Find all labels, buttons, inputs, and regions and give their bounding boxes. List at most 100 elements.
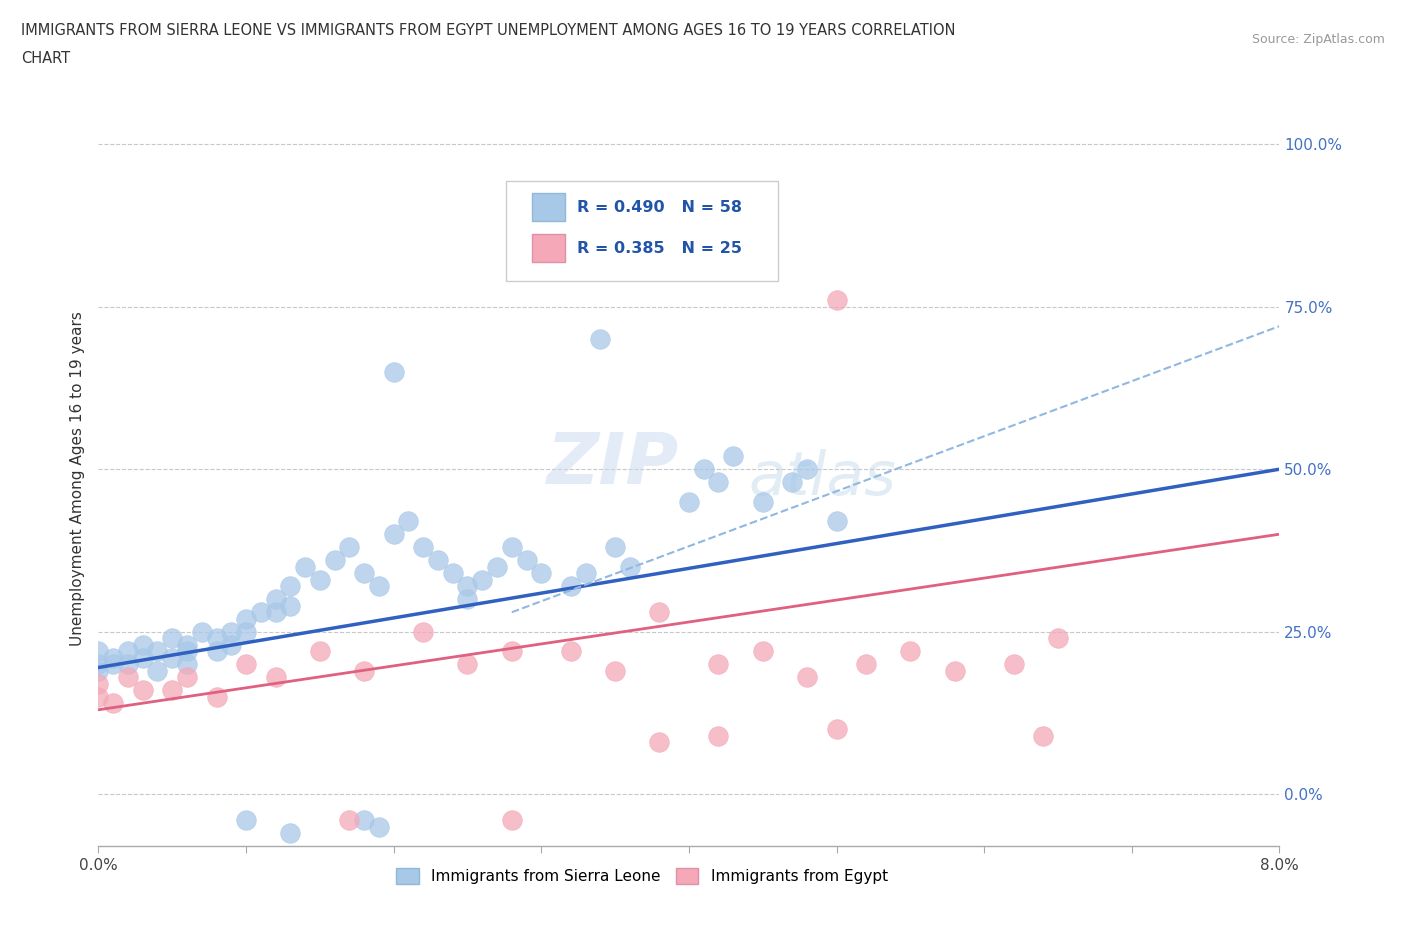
Point [501,539,523,554]
Point [264,670,287,684]
Point [221,624,243,639]
Point [162,683,183,698]
Point [146,663,169,678]
Point [427,552,450,567]
Point [87,676,110,691]
Point [501,813,523,828]
Point [117,644,139,658]
Point [235,657,257,671]
Point [176,670,198,684]
Point [382,526,405,541]
Point [825,293,848,308]
Point [205,631,228,645]
Point [309,572,332,587]
Point [412,539,434,554]
Point [575,565,598,580]
Point [530,565,553,580]
Point [501,644,523,658]
Point [146,644,169,658]
Point [205,644,228,658]
Point [250,604,273,619]
Point [176,637,198,652]
Point [132,683,155,698]
Point [235,611,257,626]
Point [309,644,332,658]
Point [900,644,922,658]
Point [382,365,405,379]
Point [825,513,848,528]
Point [323,552,346,567]
Y-axis label: Unemployment Among Ages 16 to 19 years: Unemployment Among Ages 16 to 19 years [69,312,84,646]
Point [235,624,257,639]
Point [457,591,479,606]
Point [103,696,125,711]
Point [457,657,479,671]
Legend: Immigrants from Sierra Leone, Immigrants from Egypt: Immigrants from Sierra Leone, Immigrants… [389,862,894,890]
Point [264,604,287,619]
Point [1032,728,1054,743]
Point [132,637,155,652]
Point [368,578,391,593]
Point [648,604,671,619]
Point [560,644,582,658]
Point [368,819,391,834]
Point [264,591,287,606]
Point [707,657,730,671]
Point [752,494,775,509]
Point [619,559,641,574]
Point [235,813,257,828]
Point [353,813,375,828]
Point [339,539,361,554]
Point [648,735,671,750]
Point [560,578,582,593]
Point [280,598,302,613]
Point [117,657,139,671]
Point [782,474,804,489]
FancyBboxPatch shape [531,193,565,221]
Point [280,578,302,593]
Text: R = 0.490   N = 58: R = 0.490 N = 58 [576,200,742,215]
Point [353,663,375,678]
Point [87,644,110,658]
Text: Source: ZipAtlas.com: Source: ZipAtlas.com [1251,33,1385,46]
Point [87,689,110,704]
Point [221,637,243,652]
Point [605,663,627,678]
Point [516,552,538,567]
Point [162,650,183,665]
Point [205,689,228,704]
Point [441,565,464,580]
Point [103,657,125,671]
Text: IMMIGRANTS FROM SIERRA LEONE VS IMMIGRANTS FROM EGYPT UNEMPLOYMENT AMONG AGES 16: IMMIGRANTS FROM SIERRA LEONE VS IMMIGRAN… [21,23,956,38]
Point [707,474,730,489]
Point [280,826,302,841]
Point [605,539,627,554]
Point [117,670,139,684]
Point [471,572,494,587]
Point [176,657,198,671]
Text: atlas: atlas [748,449,896,509]
Point [943,663,966,678]
Point [87,657,110,671]
Text: R = 0.385   N = 25: R = 0.385 N = 25 [576,241,742,256]
Point [1046,631,1070,645]
Point [176,644,198,658]
Point [339,813,361,828]
Text: CHART: CHART [21,51,70,66]
Point [191,624,214,639]
Point [162,631,183,645]
Point [752,644,775,658]
Point [103,650,125,665]
Point [1002,657,1025,671]
Point [796,670,818,684]
Point [294,559,316,574]
Point [678,494,700,509]
Point [486,559,509,574]
Point [796,462,818,477]
Point [412,624,434,639]
FancyBboxPatch shape [506,181,778,281]
Point [855,657,877,671]
Point [693,462,716,477]
Text: ZIP: ZIP [547,430,679,498]
FancyBboxPatch shape [531,234,565,262]
